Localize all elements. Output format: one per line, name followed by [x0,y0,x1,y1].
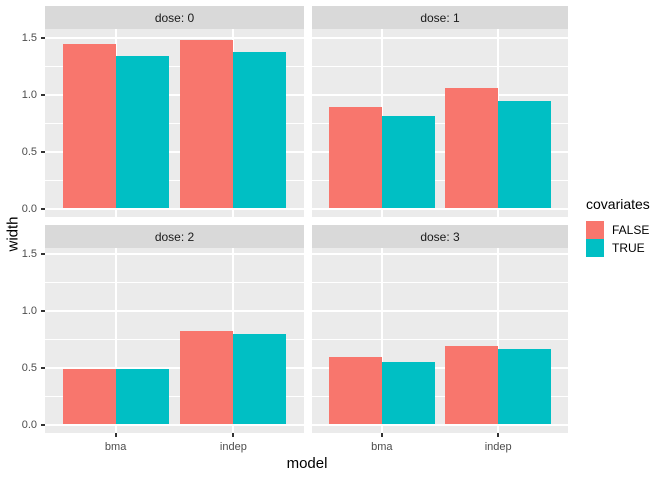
legend-swatch-true [586,239,604,257]
minor-gridline [45,179,304,181]
x-axis-tick [497,433,500,437]
y-axis-tick [41,309,45,312]
bar-bma-true [381,361,435,425]
major-gridline [312,423,568,426]
bar-bma-false [328,357,382,425]
y-axis-tick [41,150,45,153]
major-gridline [312,366,568,369]
x-axis-tick [380,433,383,437]
legend-swatch-false [586,221,604,239]
bar-indep-false [180,39,234,209]
y-axis-tick-label: 0.0 [21,418,37,431]
bar-indep-true [498,101,552,209]
major-gridline [45,150,304,153]
minor-gridline [45,281,304,283]
facet-strip: dose: 3 [312,225,568,248]
y-axis-tick-label: 1.0 [21,88,37,101]
legend: covariates FALSE TRUE [586,196,650,257]
y-axis-tick [41,36,45,39]
bar-bma-true [381,116,435,209]
bar-bma-false [62,44,116,209]
bar-indep-false [180,331,234,425]
bar-indep-true [498,349,552,425]
x-axis-tick [114,433,117,437]
major-gridline [312,93,568,96]
major-gridline [45,207,304,210]
minor-gridline [312,179,568,181]
y-axis-tick-label: 0.5 [21,145,37,158]
minor-gridline [45,65,304,67]
facet-panel [45,248,304,433]
y-axis-tick-label: 1.5 [21,247,37,260]
y-axis-tick [41,252,45,255]
y-axis-tick-label: 1.5 [21,31,37,44]
major-gridline [45,309,304,312]
legend-entry-label: TRUE [612,241,645,255]
bar-indep-true [233,52,287,209]
y-axis-tick-label: 0.5 [21,361,37,374]
bar-indep-true [233,334,287,425]
bar-bma-true [115,55,169,209]
y-axis-tick [41,93,45,96]
y-axis-tick-label: 0.0 [21,202,37,215]
legend-entry-label: FALSE [612,223,650,237]
bar-indep-false [445,87,499,209]
x-axis-tick-label: indep [219,441,247,453]
legend-entry-false: FALSE [586,221,650,239]
bar-bma-false [328,107,382,209]
minor-gridline [312,281,568,283]
major-gridline [45,366,304,369]
y-axis-tick [41,207,45,210]
major-gridline [45,423,304,426]
facet-panel [312,29,568,217]
vertical-gridline [497,248,500,433]
major-gridline [312,150,568,153]
facet-strip: dose: 0 [45,6,304,29]
minor-gridline [312,65,568,67]
minor-gridline [45,338,304,340]
minor-gridline [312,338,568,340]
facet-panel [45,29,304,217]
y-axis-tick [41,366,45,369]
y-axis-tick [41,423,45,426]
vertical-gridline [380,248,383,433]
legend-entry-true: TRUE [586,239,650,257]
legend-entries: FALSE TRUE [586,221,650,257]
x-axis-tick-label: bma [104,441,127,453]
x-axis-title: model [286,455,328,472]
major-gridline [312,36,568,39]
bar-indep-false [445,345,499,425]
x-axis-tick-label: bma [371,441,393,453]
bar-bma-true [115,368,169,425]
minor-gridline [312,122,568,124]
major-gridline [312,207,568,210]
legend-title: covariates [586,196,650,212]
major-gridline [45,36,304,39]
minor-gridline [45,395,304,397]
major-gridline [312,252,568,255]
minor-gridline [312,395,568,397]
x-axis-tick [232,433,235,437]
major-gridline [45,252,304,255]
minor-gridline [45,122,304,124]
y-axis-tick-label: 1.0 [21,304,37,317]
facet-panel [312,248,568,433]
facet-strip: dose: 2 [45,225,304,248]
major-gridline [45,93,304,96]
vertical-gridline [114,248,117,433]
facet-strip: dose: 1 [312,6,568,29]
bar-bma-false [62,368,116,425]
x-axis-tick-label: indep [484,441,512,453]
major-gridline [312,309,568,312]
